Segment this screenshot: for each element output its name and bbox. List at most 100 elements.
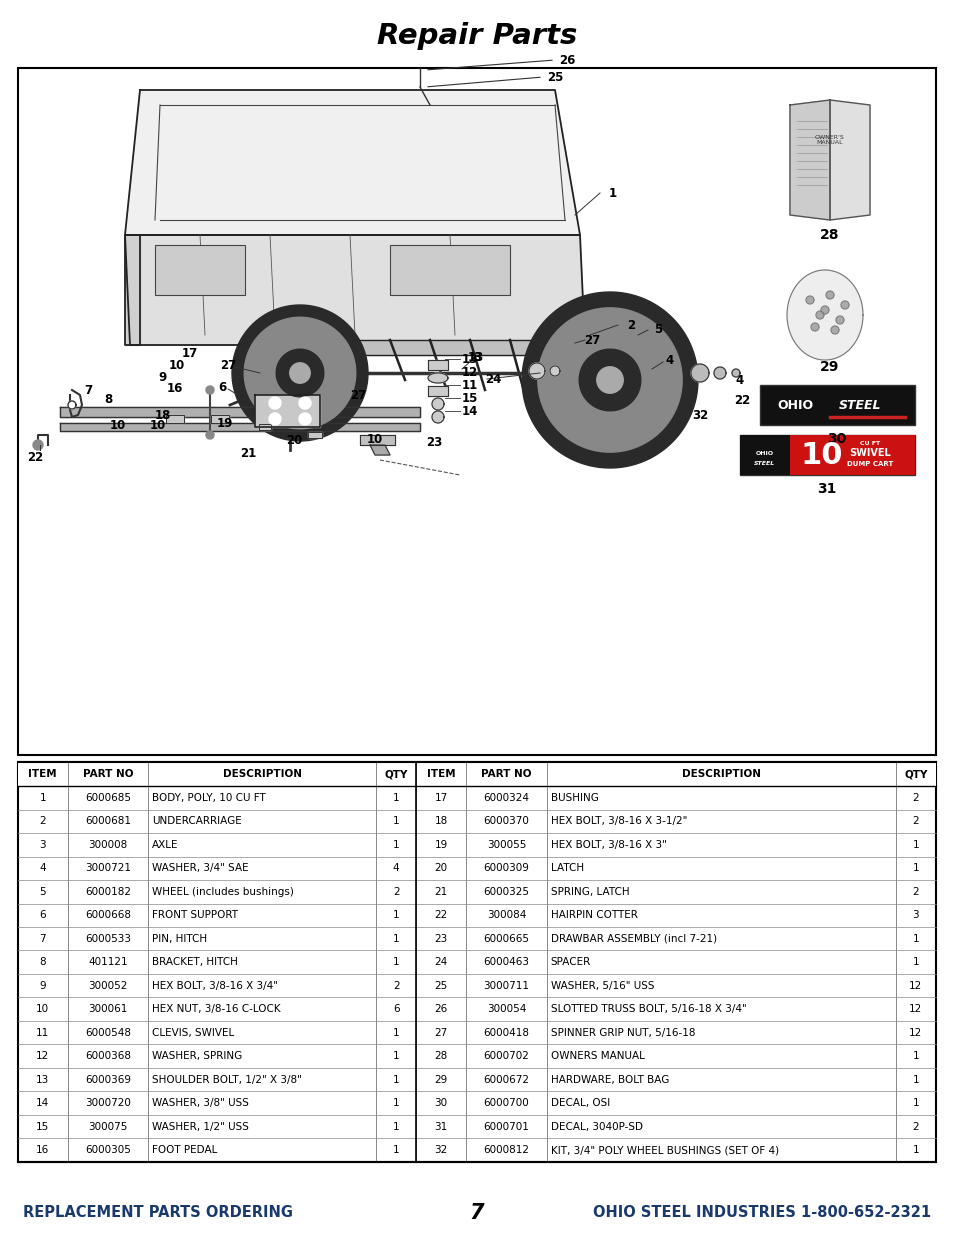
- Text: 6000681: 6000681: [85, 816, 131, 826]
- Polygon shape: [830, 326, 838, 333]
- Polygon shape: [211, 415, 229, 424]
- Text: 16: 16: [167, 382, 183, 394]
- Text: LATCH: LATCH: [550, 863, 583, 873]
- Text: PIN, HITCH: PIN, HITCH: [152, 934, 207, 944]
- Polygon shape: [294, 340, 575, 354]
- Text: 300061: 300061: [89, 1004, 128, 1014]
- Text: 2: 2: [911, 1121, 918, 1131]
- Text: 6: 6: [217, 380, 226, 394]
- Bar: [789, 435, 914, 475]
- Text: 17: 17: [435, 793, 447, 803]
- Text: 24: 24: [435, 957, 447, 967]
- Text: FRONT SUPPORT: FRONT SUPPORT: [152, 910, 238, 920]
- Text: 26: 26: [558, 53, 575, 67]
- Text: 17: 17: [182, 347, 198, 359]
- Text: CU FT: CU FT: [859, 441, 879, 446]
- Text: 6000685: 6000685: [85, 793, 131, 803]
- Text: 14: 14: [36, 1098, 50, 1108]
- Text: DUMP CART: DUMP CART: [846, 461, 892, 467]
- Text: ITEM: ITEM: [426, 769, 455, 779]
- Polygon shape: [298, 412, 311, 425]
- Text: HEX BOLT, 3/8-16 X 3": HEX BOLT, 3/8-16 X 3": [550, 840, 666, 850]
- Text: 15: 15: [461, 391, 477, 405]
- Text: 1: 1: [911, 1098, 918, 1108]
- Text: 27: 27: [435, 1028, 447, 1037]
- Text: PART NO: PART NO: [83, 769, 133, 779]
- Text: 6000702: 6000702: [483, 1051, 529, 1061]
- Text: KIT, 3/4" POLY WHEEL BUSHINGS (SET OF 4): KIT, 3/4" POLY WHEEL BUSHINGS (SET OF 4): [550, 1145, 778, 1155]
- Text: 22: 22: [27, 451, 43, 463]
- Polygon shape: [786, 270, 862, 359]
- Text: SPACER: SPACER: [550, 957, 591, 967]
- Polygon shape: [269, 412, 281, 425]
- Text: 300084: 300084: [486, 910, 525, 920]
- Polygon shape: [60, 424, 419, 431]
- Text: 9: 9: [39, 981, 46, 990]
- Text: 300075: 300075: [89, 1121, 128, 1131]
- Text: 29: 29: [435, 1074, 447, 1084]
- Text: UNDERCARRIAGE: UNDERCARRIAGE: [152, 816, 242, 826]
- Text: 29: 29: [820, 359, 839, 374]
- Text: 25: 25: [435, 981, 447, 990]
- Text: OHIO: OHIO: [755, 451, 773, 456]
- Polygon shape: [815, 311, 823, 319]
- Text: 6000309: 6000309: [483, 863, 529, 873]
- Text: 10: 10: [169, 358, 185, 372]
- Polygon shape: [166, 415, 184, 424]
- Text: 7: 7: [84, 384, 92, 396]
- Polygon shape: [578, 350, 640, 411]
- Text: 10: 10: [36, 1004, 50, 1014]
- Text: 2: 2: [393, 887, 399, 897]
- Polygon shape: [805, 296, 813, 304]
- Polygon shape: [825, 291, 833, 299]
- Text: 13: 13: [461, 352, 477, 366]
- Text: SPINNER GRIP NUT, 5/16-18: SPINNER GRIP NUT, 5/16-18: [550, 1028, 695, 1037]
- Text: OWNER'S
MANUAL: OWNER'S MANUAL: [814, 135, 844, 146]
- Text: 2: 2: [393, 981, 399, 990]
- Text: 12: 12: [36, 1051, 50, 1061]
- Polygon shape: [276, 350, 323, 396]
- Text: HEX NUT, 3/8-16 C-LOCK: HEX NUT, 3/8-16 C-LOCK: [152, 1004, 281, 1014]
- Text: 11: 11: [461, 378, 477, 391]
- Text: 1: 1: [911, 863, 918, 873]
- Text: 23: 23: [435, 934, 447, 944]
- Text: 1: 1: [393, 1121, 399, 1131]
- Bar: [740, 435, 789, 475]
- Polygon shape: [206, 387, 213, 394]
- Text: 1: 1: [911, 957, 918, 967]
- Text: 4: 4: [665, 353, 674, 367]
- Text: 22: 22: [435, 910, 447, 920]
- Text: 6000700: 6000700: [483, 1098, 529, 1108]
- Text: 23: 23: [425, 436, 441, 448]
- Text: 1: 1: [393, 934, 399, 944]
- Text: STEEL: STEEL: [754, 461, 775, 466]
- Text: 1: 1: [393, 793, 399, 803]
- Text: 12: 12: [461, 366, 477, 378]
- Text: ITEM: ITEM: [29, 769, 57, 779]
- Text: 1: 1: [393, 1098, 399, 1108]
- Text: WASHER, 3/8" USS: WASHER, 3/8" USS: [152, 1098, 249, 1108]
- Text: FOOT PEDAL: FOOT PEDAL: [152, 1145, 217, 1155]
- Text: 6000463: 6000463: [483, 957, 529, 967]
- Text: 6000668: 6000668: [85, 910, 131, 920]
- Polygon shape: [731, 369, 740, 377]
- Text: OHIO: OHIO: [776, 399, 812, 411]
- Text: QTY: QTY: [384, 769, 408, 779]
- Text: 21: 21: [239, 447, 255, 459]
- Text: STEEL: STEEL: [838, 399, 881, 411]
- Text: 2: 2: [911, 793, 918, 803]
- Text: 1: 1: [911, 1051, 918, 1061]
- Text: 300008: 300008: [89, 840, 128, 850]
- Text: 8: 8: [39, 957, 46, 967]
- Text: 4: 4: [39, 863, 46, 873]
- Text: 20: 20: [286, 433, 302, 447]
- Text: 6000370: 6000370: [483, 816, 529, 826]
- Text: 1: 1: [393, 1074, 399, 1084]
- Text: HARDWARE, BOLT BAG: HARDWARE, BOLT BAG: [550, 1074, 668, 1084]
- Text: 14: 14: [461, 405, 477, 417]
- Text: 31: 31: [435, 1121, 447, 1131]
- Text: 28: 28: [435, 1051, 447, 1061]
- Text: 1: 1: [393, 910, 399, 920]
- Text: 7: 7: [39, 934, 46, 944]
- Polygon shape: [428, 359, 448, 370]
